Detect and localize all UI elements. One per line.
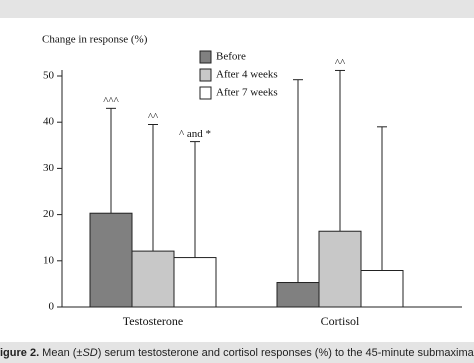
bar: [276, 282, 320, 308]
y-tick-label: 10: [43, 254, 55, 266]
caption: igure 2. Mean (±SD) serum testosterone a…: [0, 343, 474, 363]
legend-swatch: [199, 86, 212, 100]
legend-label: Before: [216, 51, 246, 63]
legend-swatch: [199, 50, 212, 64]
bar: [318, 230, 362, 308]
bar: [360, 270, 404, 308]
caption-text: Mean (±: [39, 347, 83, 359]
caption-italic: SD: [82, 347, 98, 359]
legend-swatch: [199, 68, 212, 82]
y-axis-label: Change in response (%): [42, 34, 148, 46]
y-tick-label: 0: [49, 301, 55, 313]
legend-label: After 7 weeks: [216, 87, 278, 99]
caption-label: igure 2.: [0, 347, 40, 359]
y-tick-label: 20: [43, 208, 55, 220]
annotation: ^^^: [103, 95, 119, 107]
annotation: ^^: [148, 111, 159, 123]
bar: [89, 212, 133, 308]
annotation: ^^: [335, 57, 346, 69]
legend-label: After 4 weeks: [216, 69, 278, 81]
chart: Change in response (%) 0 10 20 30 40 50 Before…: [0, 18, 474, 342]
caption-text: ) serum testosterone and cortisol respon…: [97, 347, 474, 359]
bar: [173, 257, 217, 308]
y-tick-label: 40: [43, 116, 55, 128]
x-tick-label: Testosterone: [123, 314, 183, 328]
annotation: ^ and *: [179, 128, 211, 140]
y-tick-label: 50: [43, 70, 55, 82]
x-tick-label: Cortisol: [321, 314, 360, 328]
bar: [131, 250, 175, 308]
y-tick-label: 30: [43, 162, 55, 174]
